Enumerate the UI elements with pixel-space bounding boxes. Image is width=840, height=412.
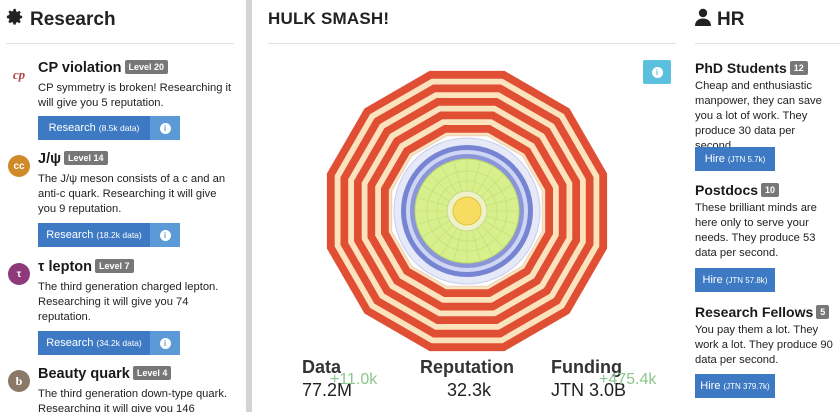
cp-icon: cp bbox=[12, 67, 26, 82]
research-button[interactable]: Research (18.2k data) i bbox=[38, 223, 180, 247]
tracker-layer bbox=[426, 170, 508, 252]
stat-value: JTN 3.0B bbox=[551, 380, 627, 400]
hr-item-postdocs: Postdocs 10 These brilliant minds are her… bbox=[695, 182, 835, 261]
detector-graphic bbox=[326, 70, 608, 352]
gear-icon bbox=[6, 8, 24, 32]
research-item-jpsi: cc J/ψ Level 14 The J/ψ meson consists of… bbox=[8, 151, 236, 251]
hr-header: HR bbox=[693, 0, 840, 40]
hr-item-research-fellows: Research Fellows 5 You pay them a lot. Th… bbox=[695, 304, 835, 368]
research-item-cp-violation: cp CP violation Level 20 CP symmetry is b… bbox=[8, 60, 236, 146]
detector-info-button[interactable]: i bbox=[643, 60, 671, 84]
research-panel: Research cp CP violation Level 20 CP symm… bbox=[0, 0, 240, 412]
research-item-name: J/ψ bbox=[38, 151, 62, 167]
tracker-spoke bbox=[429, 224, 454, 249]
info-icon: i bbox=[159, 337, 171, 349]
info-button[interactable]: i bbox=[150, 331, 180, 355]
stat-value: 32.3k bbox=[447, 380, 492, 400]
hr-item-desc: Cheap and enthusiastic manpower, they ca… bbox=[695, 80, 822, 152]
divider bbox=[268, 43, 676, 44]
info-icon: i bbox=[159, 229, 171, 241]
info-icon: i bbox=[651, 66, 663, 78]
info-icon: i bbox=[159, 122, 171, 134]
tracker-spoke bbox=[471, 160, 481, 192]
research-button[interactable]: Research (8.5k data) i bbox=[38, 116, 180, 140]
tracker-spoke bbox=[421, 184, 450, 202]
research-item-tau-lepton: τ τ lepton Level 7 The third generation c… bbox=[8, 259, 236, 359]
tracker-spoke bbox=[416, 197, 448, 207]
research-item-desc: The third generation down-type quark. Re… bbox=[38, 388, 228, 412]
tracker-spoke bbox=[453, 230, 463, 262]
stat-delta: +11.0k bbox=[330, 371, 378, 388]
info-button[interactable]: i bbox=[150, 223, 180, 247]
hr-item-desc: You pay them a lot. They work a lot. The… bbox=[695, 324, 833, 366]
stat-funding: Funding JTN 3.0B +475.4k bbox=[551, 357, 656, 401]
detector-button[interactable] bbox=[322, 70, 612, 352]
tracker-spoke bbox=[476, 165, 494, 194]
hire-button[interactable]: Hire (JTN 5.7k) bbox=[695, 147, 775, 171]
research-item-name: Beauty quark bbox=[38, 366, 130, 382]
tau-icon: τ bbox=[8, 263, 30, 285]
research-button[interactable]: Research (34.2k data) i bbox=[38, 331, 180, 355]
stat-label: Data bbox=[302, 357, 342, 377]
stat-data: Data 77.2M +11.0k bbox=[302, 357, 377, 401]
tracker-spoke bbox=[486, 215, 518, 225]
research-item-name: CP violation bbox=[38, 60, 122, 76]
research-item-desc: CP symmetry is broken! Researching it wi… bbox=[38, 82, 232, 109]
divider bbox=[6, 43, 234, 44]
detector-panel: HULK SMASH! i Data 77.2M +11.0k Reputati… bbox=[262, 0, 682, 412]
research-item-beauty-quark: b Beauty quark Level 4 The third generati… bbox=[8, 366, 236, 412]
tracker-spoke bbox=[440, 165, 458, 194]
level-badge: Level 7 bbox=[95, 259, 134, 273]
stat-reputation: Reputation 32.3k bbox=[420, 357, 514, 401]
hr-item-desc: These brilliant minds are here only to s… bbox=[695, 202, 817, 259]
b-icon: b bbox=[8, 370, 30, 392]
hr-item-name: Postdocs bbox=[695, 182, 759, 198]
tracker-spoke bbox=[453, 160, 463, 192]
research-item-desc: The third generation charged lepton. Res… bbox=[38, 281, 219, 323]
tracker-spoke bbox=[440, 228, 458, 257]
level-badge: Level 20 bbox=[124, 60, 169, 74]
tracker-spoke bbox=[421, 220, 450, 238]
level-badge: Level 14 bbox=[64, 151, 108, 165]
tracker-spoke bbox=[486, 197, 518, 207]
stat-label: Reputation bbox=[420, 357, 514, 377]
tracker-spoke bbox=[480, 224, 505, 249]
hr-item-name: PhD Students bbox=[695, 60, 787, 76]
hire-button[interactable]: Hire (JTN 379.7k) bbox=[695, 374, 775, 398]
research-item-desc: The J/ψ meson consists of a c and an ant… bbox=[38, 173, 226, 215]
hr-panel: HR PhD Students 12 Cheap and enthusiastic… bbox=[693, 0, 840, 412]
stat-label: Funding bbox=[551, 357, 622, 377]
research-title: Research bbox=[30, 9, 116, 30]
hire-button[interactable]: Hire (JTN 57.8k) bbox=[695, 268, 775, 292]
count-badge: 12 bbox=[789, 61, 808, 75]
hr-item-name: Research Fellows bbox=[695, 304, 814, 320]
hr-title: HR bbox=[717, 9, 745, 30]
tracker-spoke bbox=[416, 215, 448, 225]
stat-value: 77.2M bbox=[302, 380, 353, 400]
tracker-spoke bbox=[480, 173, 505, 198]
scrollbar[interactable] bbox=[246, 0, 252, 412]
stat-delta: +475.4k bbox=[599, 371, 657, 388]
research-header: Research bbox=[0, 0, 240, 40]
tracker-spoke bbox=[429, 173, 454, 198]
tracker-layer bbox=[436, 180, 498, 242]
cc-icon: cc bbox=[8, 155, 30, 177]
user-icon bbox=[695, 8, 711, 32]
info-button[interactable]: i bbox=[150, 116, 180, 140]
tracker-spoke bbox=[471, 230, 481, 262]
count-badge: 5 bbox=[816, 305, 830, 319]
hr-item-phd-students: PhD Students 12 Cheap and enthusiastic ma… bbox=[695, 60, 835, 154]
divider bbox=[695, 43, 840, 44]
tracker-spoke bbox=[484, 184, 513, 202]
tracker-spoke bbox=[484, 220, 513, 238]
level-badge: Level 4 bbox=[132, 366, 172, 380]
tracker-spoke bbox=[476, 228, 494, 257]
beam-pipe bbox=[452, 196, 482, 226]
count-badge: 10 bbox=[761, 183, 780, 197]
detector-title: HULK SMASH! bbox=[268, 9, 390, 28]
research-item-name: τ lepton bbox=[38, 259, 92, 275]
